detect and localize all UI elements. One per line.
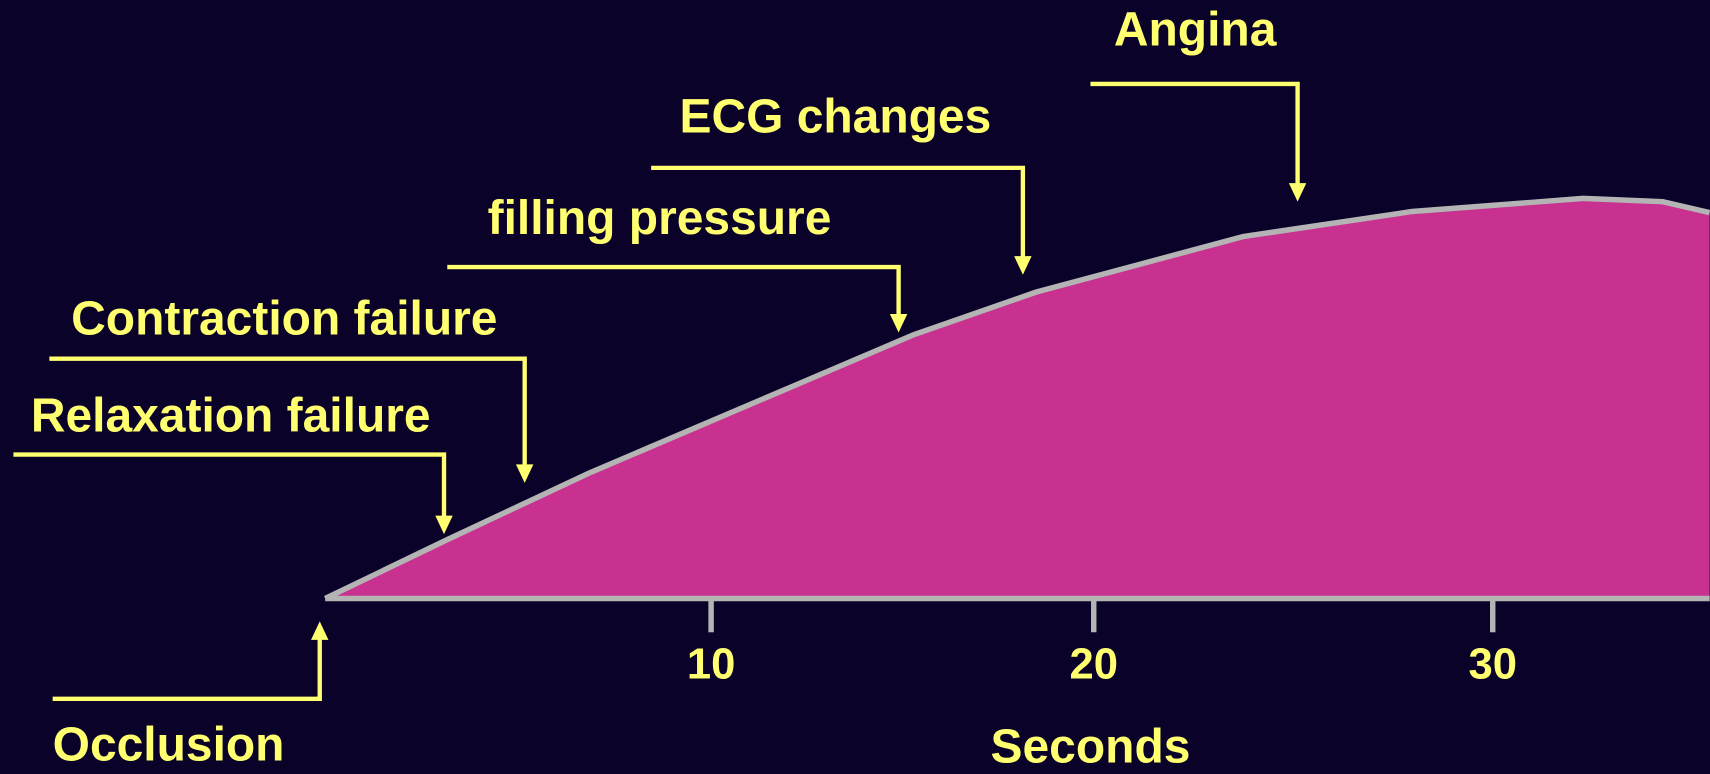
x-tick-label: 10 (687, 641, 736, 689)
x-tick-label: 30 (1468, 641, 1517, 689)
arrow-head (435, 515, 453, 535)
annotation: Occlusion (53, 719, 285, 772)
cascade-curve (324, 195, 1710, 601)
x-axis-title: Seconds (991, 721, 1191, 774)
angina-arrow (1090, 81, 1300, 186)
ecg-arrow (651, 165, 1026, 259)
arrow-head (311, 621, 329, 640)
annotation: filling pressure (488, 192, 832, 245)
relaxation-arrow (13, 452, 447, 518)
arrow-head (1288, 183, 1307, 202)
arrow-head (515, 464, 534, 483)
annotation: Relaxation failure (31, 389, 431, 442)
arrow-head (889, 313, 908, 333)
cascade-area (325, 198, 1710, 599)
contraction-arrow (49, 356, 527, 467)
arrow-head (1014, 256, 1032, 275)
filling-arrow (447, 264, 901, 317)
annotation: Angina (1114, 3, 1277, 56)
occlusion-arrow (52, 637, 322, 701)
annotation: ECG changes (679, 91, 991, 144)
annotation: Contraction failure (71, 292, 497, 345)
x-tick-label: 20 (1069, 641, 1118, 689)
